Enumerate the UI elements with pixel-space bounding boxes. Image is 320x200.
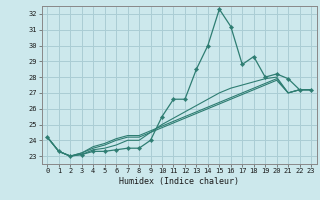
X-axis label: Humidex (Indice chaleur): Humidex (Indice chaleur) xyxy=(119,177,239,186)
